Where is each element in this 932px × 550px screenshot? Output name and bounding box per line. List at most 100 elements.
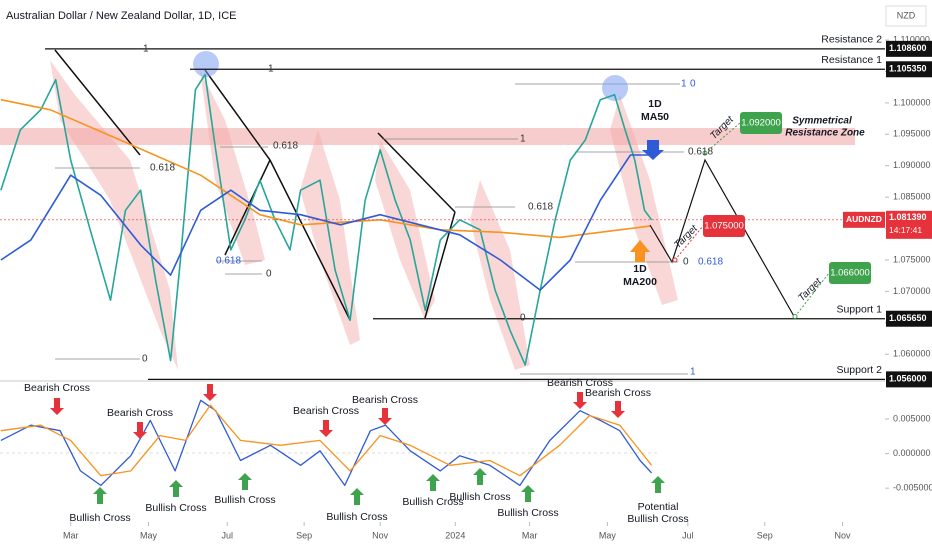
arrow [169,480,183,497]
annotation: Bullish Cross [627,513,688,525]
target-box [740,112,782,134]
projection [649,158,796,319]
level-label: Resistance 2 [821,34,882,46]
y-tick-label: 1.110000 [893,34,930,44]
level-value: 1.108600 [889,43,927,53]
annotation: Bullish Cross [449,491,510,503]
arrow [473,468,487,485]
highlight [193,51,219,77]
target-point [792,314,798,320]
level-value: 1.065650 [889,313,927,323]
y-tick-label: 1.070000 [893,286,931,296]
x-tick-label: Sep [296,530,312,540]
y-tick-label: 1.090000 [893,160,931,170]
symbol: AUDNZD [846,214,882,224]
target-value: 1.066000 [830,268,870,279]
countdown: 14:17:41 [889,225,922,235]
channel [610,95,678,305]
y-tick-label: 1.085000 [893,192,931,202]
symbol-tag [843,211,885,228]
level-tag [886,40,932,57]
annotation: Resistance Zone [785,128,865,139]
fib-label: 0.618 [528,202,553,213]
channel [50,60,178,370]
level-tag [886,371,932,388]
level-tag [886,310,932,327]
target-link [674,225,704,261]
currency: NZD [897,10,916,20]
annotation: Bearish Cross [585,387,651,399]
arrow [521,485,535,502]
fib-line [55,83,688,375]
series-line [0,73,653,366]
x-tick-label: Mar [522,530,538,540]
price-tag [886,210,932,239]
x-tick-label: 2024 [445,530,465,540]
fib-label: 0.618 [698,257,723,268]
target-value: 1.092000 [741,118,781,129]
channel [470,180,530,370]
level-value: 1.056000 [889,374,927,384]
level-label: Resistance 1 [821,54,882,66]
fib-label: 1 [143,44,149,55]
annotation: Bearish Cross [24,382,90,394]
trend-line [54,49,456,321]
annotation: 1D [633,263,647,275]
arrow [573,392,587,409]
arrow [319,420,333,437]
fib-label: 0 [520,313,526,324]
x-tick-label: Mar [63,530,79,540]
x-tick-label: Jul [682,530,694,540]
fib-label: 0.618 [216,256,241,267]
y-tick-label: 1.060000 [893,349,931,359]
chart-title: Australian Dollar / New Zealand Dollar, … [6,10,236,22]
y-tick-label: 0.000000 [893,448,931,458]
x-tick-label: Nov [372,530,389,540]
target-point [672,257,678,263]
x-tick-label: Sep [757,530,773,540]
arrow [350,488,364,505]
price-value: 1.081390 [889,212,927,222]
x-tick-label: Jul [221,530,233,540]
fib-label: 0 [683,257,689,268]
arrow [426,474,440,491]
fib-label: 0 [690,79,696,90]
annotation: Bullish Cross [69,512,130,524]
annotation: 1D [648,98,662,110]
fib-label: 0 [266,269,272,280]
annotation: Bullish Cross [145,502,206,514]
series-line [0,98,650,239]
target-box [829,262,871,284]
arrow [50,398,64,415]
x-tick-label: Nov [835,530,852,540]
annotation: Bullish Cross [326,511,387,523]
fib-label: 1 [520,134,526,145]
fib-label: 0.618 [273,141,298,152]
annotation: Bearish Cross [352,394,418,406]
annotation: Bullish Cross [497,507,558,519]
annotation: Potential [638,501,679,513]
currency-box [885,5,927,27]
annotation: Bearish Cross [107,407,173,419]
annotation: Bearish Cross [547,377,613,389]
y-tick-label: 1.100000 [893,97,931,107]
arrow [378,408,392,425]
arrow [630,240,650,262]
fib-label: 1 [268,64,274,75]
level-label: Support 1 [836,304,882,316]
arrow [133,422,147,439]
drawings [0,49,885,454]
series-line [0,404,653,477]
x-tick-label: May [140,530,158,540]
target-value: 1.075000 [704,221,744,232]
arrow [203,384,217,401]
annotation: Symmetrical [792,116,852,127]
y-tick-label: 1.095000 [893,129,931,139]
arrow [651,476,665,493]
y-tick-label: 1.075000 [893,254,931,264]
channel [200,70,265,265]
fib-label: 1 [681,79,687,90]
fib-label: 0.618 [150,163,175,174]
target-box [703,215,745,237]
